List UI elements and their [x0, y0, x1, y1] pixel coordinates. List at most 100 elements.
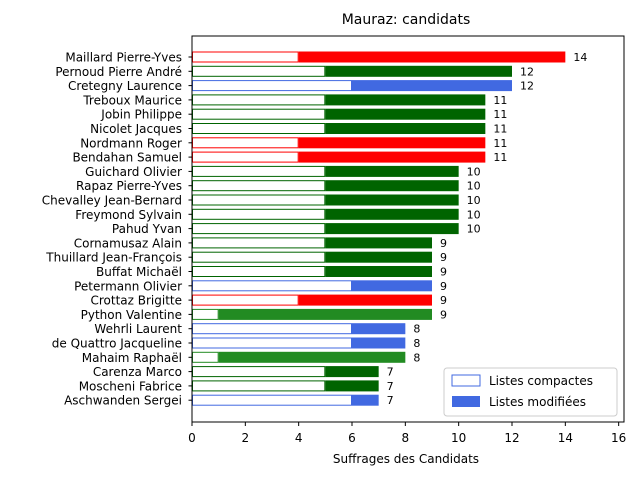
- x-tick-label: 0: [188, 431, 196, 445]
- bar-compact: [192, 108, 326, 120]
- bar-modified: [352, 80, 512, 92]
- y-tick-label: Freymond Sylvain: [75, 208, 182, 222]
- bar-modified: [352, 394, 379, 406]
- bar-compact: [192, 208, 326, 220]
- bar-compact: [192, 194, 326, 206]
- bar-compact: [192, 180, 326, 192]
- x-tick-label: 14: [558, 431, 573, 445]
- y-tick-label: Mahaim Raphaël: [82, 351, 182, 365]
- bar-modified: [325, 165, 459, 177]
- bar-compact: [192, 151, 299, 163]
- bar-compact: [192, 294, 299, 306]
- bar-modified: [298, 51, 566, 63]
- value-label: 14: [573, 51, 587, 64]
- y-tick-label: Petermann Olivier: [74, 279, 182, 293]
- bar-compact: [192, 123, 326, 134]
- value-label: 8: [413, 337, 420, 350]
- bar-modified: [352, 280, 432, 292]
- bar-compact: [192, 394, 352, 406]
- value-label: 11: [493, 123, 507, 136]
- value-label: 7: [387, 380, 394, 393]
- bar-compact: [192, 337, 352, 349]
- value-label: 10: [467, 223, 481, 236]
- y-tick-label: Carenza Marco: [93, 365, 182, 379]
- y-tick-label: Cretegny Laurence: [68, 79, 182, 93]
- value-label: 10: [467, 208, 481, 221]
- value-label: 11: [493, 137, 507, 150]
- y-tick-label: Buffat Michaël: [96, 265, 182, 279]
- bar-compact: [192, 65, 326, 77]
- bar-modified: [325, 251, 432, 263]
- bar-modified: [298, 294, 432, 306]
- legend-swatch-compact: [451, 374, 481, 387]
- bar-compact: [192, 380, 326, 392]
- bar-compact: [192, 237, 326, 249]
- value-label: 8: [413, 323, 420, 336]
- bar-compact: [192, 137, 299, 149]
- x-tick-label: 8: [402, 431, 410, 445]
- x-tick-label: 10: [451, 431, 466, 445]
- legend: Listes compactes Listes modifiées: [443, 367, 618, 417]
- x-tick-label: 2: [242, 431, 250, 445]
- y-tick-label: Thuillard Jean-François: [45, 251, 182, 265]
- value-label: 10: [467, 194, 481, 207]
- bar-modified: [325, 123, 486, 134]
- value-label: 9: [440, 251, 447, 264]
- value-label: 11: [493, 108, 507, 121]
- bar-modified: [218, 351, 406, 363]
- x-axis-label: Suffrages des Candidats: [333, 452, 479, 466]
- bar-modified: [325, 194, 459, 206]
- legend-label-modified: Listes modifiées: [489, 395, 586, 409]
- y-tick-label: Jobin Philippe: [100, 108, 182, 122]
- value-label: 9: [440, 266, 447, 279]
- x-tick-label: 16: [611, 431, 626, 445]
- y-tick-label: Pernoud Pierre André: [55, 65, 182, 79]
- y-tick-label: Bendahan Samuel: [72, 151, 182, 165]
- value-label: 9: [440, 237, 447, 250]
- value-label: 10: [467, 165, 481, 178]
- bar-modified: [298, 137, 486, 149]
- bar-modified: [218, 308, 432, 320]
- legend-label-compact: Listes compactes: [489, 374, 593, 388]
- bar-compact: [192, 51, 299, 63]
- bar-modified: [325, 237, 432, 249]
- bar-compact: [192, 223, 326, 235]
- value-label: 7: [387, 366, 394, 379]
- bar-compact: [192, 280, 352, 292]
- value-label: 9: [440, 308, 447, 321]
- x-tick-label: 12: [504, 431, 519, 445]
- y-tick-label: Maillard Pierre-Yves: [65, 51, 182, 65]
- y-tick-label: Wehrli Laurent: [94, 322, 182, 336]
- bar-compact: [192, 266, 326, 277]
- x-tick-label: 6: [348, 431, 356, 445]
- legend-swatch-modified: [452, 396, 480, 407]
- bar-modified: [352, 323, 406, 335]
- bar-compact: [192, 308, 219, 320]
- value-label: 7: [387, 394, 394, 407]
- value-label: 12: [520, 80, 534, 93]
- bar-modified: [325, 108, 486, 120]
- y-tick-label: Treboux Maurice: [82, 93, 182, 107]
- y-tick-label: Pahud Yvan: [112, 222, 182, 236]
- bar-modified: [325, 366, 379, 378]
- bar-compact: [192, 165, 326, 177]
- y-tick-label: Guichard Olivier: [85, 165, 182, 179]
- value-label: 9: [440, 280, 447, 293]
- bar-compact: [192, 351, 219, 363]
- bar-modified: [325, 223, 459, 235]
- legend-box: [443, 367, 618, 417]
- value-label: 12: [520, 65, 534, 78]
- bar-modified: [352, 337, 406, 349]
- y-tick-label: Chevalley Jean-Bernard: [42, 194, 182, 208]
- value-label: 11: [493, 94, 507, 107]
- bar-compact: [192, 80, 352, 92]
- chart-title: Mauraz: candidats: [342, 12, 471, 28]
- x-tick-label: 4: [295, 431, 303, 445]
- y-tick-label: Moscheni Fabrice: [79, 379, 182, 393]
- bar-modified: [325, 180, 459, 192]
- y-tick-label: Cornamusaz Alain: [74, 236, 182, 250]
